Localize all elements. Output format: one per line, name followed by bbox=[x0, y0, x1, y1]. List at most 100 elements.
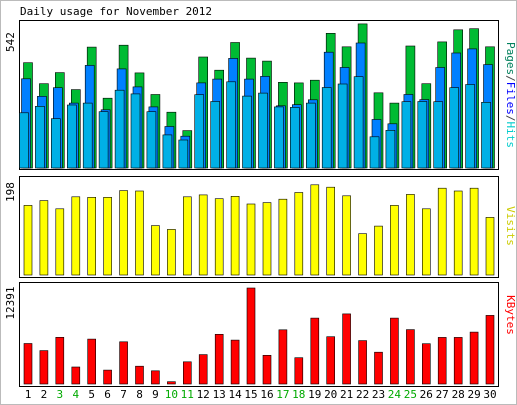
bar-visits-day-22 bbox=[358, 233, 367, 276]
bar-pages-day-1 bbox=[19, 112, 29, 169]
bar-visits-day-1 bbox=[23, 205, 33, 276]
bar-pages-day-21 bbox=[337, 83, 348, 169]
x-tick-label-day-11: 11 bbox=[181, 388, 194, 401]
x-tick-label-day-16: 16 bbox=[260, 388, 273, 401]
bar-kbytes-day-14 bbox=[230, 339, 240, 385]
bar-pages-day-5 bbox=[82, 102, 93, 169]
bar-pages-day-10 bbox=[162, 134, 173, 169]
legend-word-1-0: Visits bbox=[504, 206, 517, 246]
bar-pages-day-14 bbox=[226, 81, 236, 169]
bar-kbytes-day-19 bbox=[310, 317, 320, 385]
bar-kbytes-day-21 bbox=[342, 313, 351, 385]
x-tick-label-day-14: 14 bbox=[228, 388, 242, 401]
bar-pages-day-29 bbox=[465, 84, 475, 169]
bar-kbytes-day-20 bbox=[326, 336, 336, 385]
hits-max-label: 542 bbox=[4, 32, 17, 52]
bar-pages-day-30 bbox=[481, 102, 491, 169]
bar-pages-day-4 bbox=[67, 104, 77, 169]
bar-kbytes-day-9 bbox=[151, 370, 160, 385]
x-tick-label-day-5: 5 bbox=[88, 388, 95, 401]
bar-pages-day-22 bbox=[353, 76, 364, 169]
x-tick-label-day-13: 13 bbox=[213, 388, 226, 401]
bar-pages-day-11 bbox=[178, 139, 189, 169]
bar-kbytes-day-1 bbox=[23, 343, 33, 385]
bar-kbytes-day-28 bbox=[453, 337, 463, 385]
visits-panel-legend: Visits bbox=[504, 206, 517, 246]
bar-visits-day-12 bbox=[198, 194, 208, 276]
bar-kbytes-day-8 bbox=[135, 365, 144, 385]
x-tick-label-day-17: 17 bbox=[276, 388, 289, 401]
bar-visits-day-16 bbox=[262, 202, 272, 276]
legend-word-0-4: Hits bbox=[504, 122, 517, 149]
bar-pages-day-13 bbox=[210, 101, 220, 169]
kbytes-panel-legend: KBytes bbox=[504, 295, 517, 335]
bar-pages-day-26 bbox=[417, 101, 428, 169]
x-tick-label-day-3: 3 bbox=[56, 388, 63, 401]
x-tick-label-day-2: 2 bbox=[41, 388, 48, 401]
bar-visits-day-11 bbox=[183, 196, 192, 276]
bar-visits-day-19 bbox=[310, 184, 320, 276]
x-tick-label-day-10: 10 bbox=[165, 388, 178, 401]
x-tick-label-day-6: 6 bbox=[104, 388, 111, 401]
bar-pages-day-27 bbox=[433, 101, 444, 169]
x-tick-label-day-22: 22 bbox=[356, 388, 369, 401]
x-tick-label-day-25: 25 bbox=[404, 388, 417, 401]
x-tick-label-day-4: 4 bbox=[72, 388, 79, 401]
bar-pages-day-23 bbox=[369, 136, 380, 169]
bar-pages-day-16 bbox=[258, 92, 268, 169]
kbytes-max-label: 12391 bbox=[4, 286, 17, 319]
bar-visits-day-15 bbox=[246, 203, 256, 276]
bar-pages-day-6 bbox=[98, 111, 109, 169]
x-tick-label-day-23: 23 bbox=[372, 388, 385, 401]
bar-kbytes-day-24 bbox=[390, 317, 399, 385]
visits-max-label: 198 bbox=[4, 182, 17, 202]
visits-panel-frame bbox=[19, 176, 499, 278]
bar-kbytes-day-12 bbox=[198, 354, 208, 385]
bar-pages-day-25 bbox=[401, 101, 412, 169]
x-tick-label-day-26: 26 bbox=[420, 388, 433, 401]
bar-visits-day-20 bbox=[326, 186, 336, 276]
legend-word-0-2: Files bbox=[504, 82, 517, 115]
bar-visits-day-23 bbox=[374, 225, 383, 276]
bar-visits-day-18 bbox=[294, 192, 304, 276]
bar-visits-day-14 bbox=[230, 196, 240, 276]
legend-word-0-3: / bbox=[504, 115, 517, 122]
bar-visits-day-8 bbox=[135, 190, 144, 276]
bar-pages-day-20 bbox=[321, 87, 332, 169]
bar-pages-day-18 bbox=[289, 107, 300, 169]
bar-kbytes-day-18 bbox=[294, 357, 304, 385]
kbytes-panel-frame bbox=[19, 282, 499, 387]
x-tick-label-day-20: 20 bbox=[324, 388, 337, 401]
bar-kbytes-day-4 bbox=[71, 366, 81, 385]
legend-word-2-0: KBytes bbox=[504, 295, 517, 335]
x-tick-label-day-28: 28 bbox=[452, 388, 465, 401]
bar-pages-day-8 bbox=[130, 93, 141, 169]
bar-visits-day-3 bbox=[55, 208, 65, 276]
bar-visits-day-24 bbox=[390, 205, 399, 276]
chart-title: Daily usage for November 2012 bbox=[20, 5, 212, 18]
bar-visits-day-5 bbox=[87, 197, 96, 276]
bar-kbytes-day-11 bbox=[183, 361, 192, 385]
x-tick-label-day-24: 24 bbox=[388, 388, 402, 401]
bar-pages-day-28 bbox=[449, 87, 460, 169]
x-tick-label-day-1: 1 bbox=[25, 388, 32, 401]
bar-pages-day-9 bbox=[146, 111, 157, 169]
x-tick-label-day-7: 7 bbox=[120, 388, 127, 401]
x-tick-label-day-29: 29 bbox=[467, 388, 480, 401]
bar-kbytes-day-13 bbox=[214, 333, 224, 385]
bar-pages-day-2 bbox=[35, 106, 45, 169]
bar-pages-day-15 bbox=[242, 95, 252, 169]
bar-visits-day-21 bbox=[342, 195, 351, 276]
bar-pages-day-12 bbox=[194, 94, 204, 169]
bar-visits-day-27 bbox=[437, 187, 447, 276]
bar-visits-day-6 bbox=[103, 197, 112, 276]
bar-kbytes-day-6 bbox=[103, 369, 112, 385]
bar-pages-day-3 bbox=[50, 118, 61, 169]
bar-kbytes-day-17 bbox=[278, 329, 288, 385]
x-tick-label-day-18: 18 bbox=[292, 388, 305, 401]
x-tick-label-day-30: 30 bbox=[483, 388, 496, 401]
bar-visits-day-9 bbox=[151, 225, 160, 276]
bar-kbytes-day-5 bbox=[87, 338, 96, 385]
